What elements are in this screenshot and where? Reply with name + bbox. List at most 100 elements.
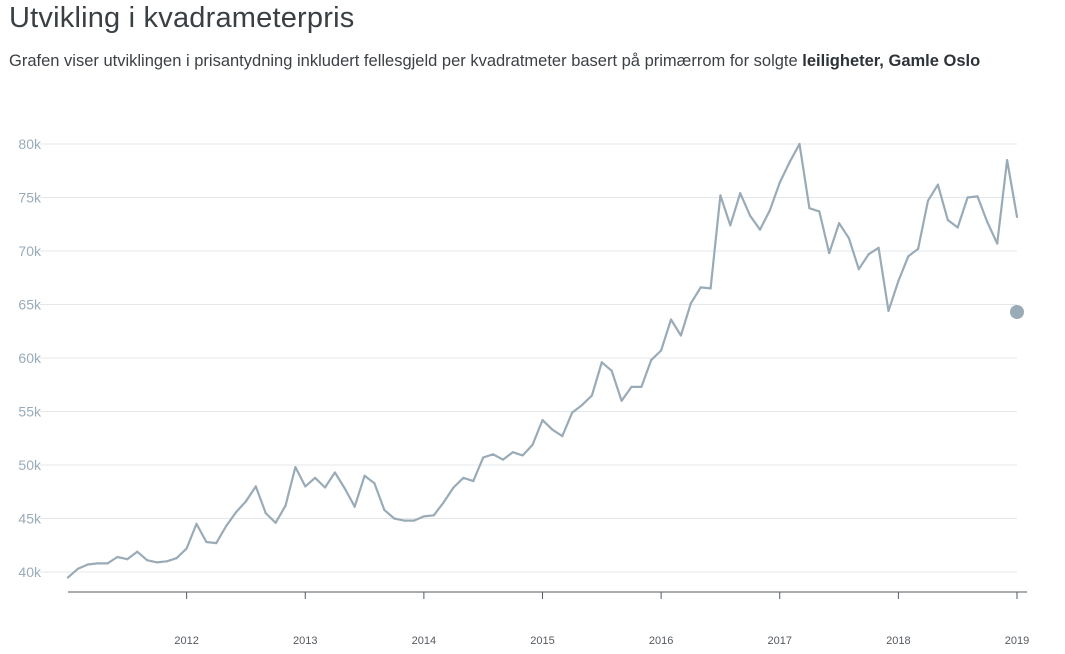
x-tick-label: 2017 [768, 635, 792, 647]
data-point [996, 242, 999, 245]
data-point [284, 504, 287, 507]
data-point [768, 209, 772, 212]
data-point [867, 253, 870, 256]
data-point [155, 561, 159, 564]
data-point [412, 519, 416, 522]
data-point [571, 411, 574, 414]
data-point [323, 486, 327, 489]
data-point [946, 218, 949, 222]
data-point [857, 268, 860, 271]
data-point [956, 226, 959, 229]
data-point [580, 404, 584, 407]
data-point [917, 247, 920, 250]
data-point [907, 255, 910, 258]
x-tick-label: 2014 [412, 635, 436, 647]
x-tick-label: 2012 [174, 635, 198, 647]
annotations-group [1010, 304, 1024, 319]
data-point [353, 505, 356, 508]
data-point [294, 466, 297, 469]
data-point [610, 369, 613, 372]
data-point [225, 524, 228, 528]
data-point [274, 521, 277, 524]
data-point [739, 192, 742, 195]
data-point [244, 500, 247, 503]
data-point [126, 558, 129, 561]
data-point [689, 302, 692, 305]
data-point [472, 480, 475, 483]
data-point [679, 334, 683, 337]
data-point [501, 458, 505, 461]
data-point [709, 287, 712, 290]
data-point [383, 508, 386, 511]
y-axis: 40k 45k 50k 55k 60k 65k 70k 75k 80k [18, 136, 42, 580]
data-point [215, 542, 218, 545]
data-point [304, 485, 307, 488]
data-point [590, 394, 594, 397]
data-point [235, 510, 238, 514]
data-point [640, 385, 643, 388]
data-point [798, 142, 801, 146]
data-point [808, 207, 811, 210]
data-point [452, 486, 455, 489]
y-tick-label: 60k [18, 350, 42, 366]
data-point [541, 419, 544, 422]
data-point [936, 183, 940, 186]
data-point [492, 453, 495, 456]
data-point [403, 519, 406, 522]
y-tick-label: 50k [18, 457, 42, 473]
y-tick-label: 75k [18, 190, 42, 206]
x-tick-label: 2018 [886, 635, 910, 647]
page-title: Utvikling i kvadrameterpris [9, 2, 355, 34]
data-point [442, 501, 445, 504]
data-point [1015, 215, 1019, 218]
data-point [749, 214, 752, 217]
data-point [264, 511, 267, 515]
data-point [521, 454, 524, 457]
y-tick-label: 80k [18, 136, 42, 152]
data-point [66, 576, 70, 579]
data-point [106, 562, 109, 565]
y-tick-label: 45k [18, 511, 42, 527]
page-subtitle: Grafen viser utviklingen i prisantydning… [9, 52, 980, 71]
data-point [422, 515, 425, 518]
y-tick-label: 70k [18, 243, 42, 259]
data-point [531, 443, 534, 446]
data-point [897, 279, 900, 283]
data-point [86, 563, 89, 566]
data-point [116, 555, 119, 559]
data-point [729, 224, 732, 227]
data-point [926, 199, 930, 202]
data-point [758, 228, 762, 231]
data-point [719, 194, 722, 197]
data-point [1006, 159, 1009, 162]
x-tick-label: 2015 [530, 635, 554, 647]
data-point [76, 567, 79, 570]
data-point [511, 451, 514, 454]
data-point [205, 540, 208, 544]
data-point [838, 222, 841, 225]
data-point [373, 482, 376, 485]
y-tick-label: 55k [18, 404, 42, 420]
data-point [778, 181, 781, 184]
series-line [66, 142, 1019, 579]
data-point [175, 557, 178, 560]
data-point [620, 399, 623, 402]
data-point [966, 196, 969, 199]
data-point [363, 474, 366, 477]
data-point [976, 195, 979, 198]
data-point [333, 471, 336, 474]
data-point [986, 221, 989, 224]
data-point [828, 252, 831, 255]
data-point [432, 514, 435, 517]
data-point [887, 309, 890, 312]
data-point [699, 286, 702, 289]
data-point [462, 476, 465, 479]
data-point [669, 318, 673, 321]
subtitle-text: Grafen viser utviklingen i prisantydning… [9, 52, 803, 70]
current-value-marker [1010, 304, 1024, 319]
data-point [482, 456, 485, 459]
data-point [146, 559, 149, 562]
x-axis: 2012 2013 2014 2015 2016 2017 2018 2019 [68, 591, 1029, 647]
series-group [66, 142, 1019, 579]
